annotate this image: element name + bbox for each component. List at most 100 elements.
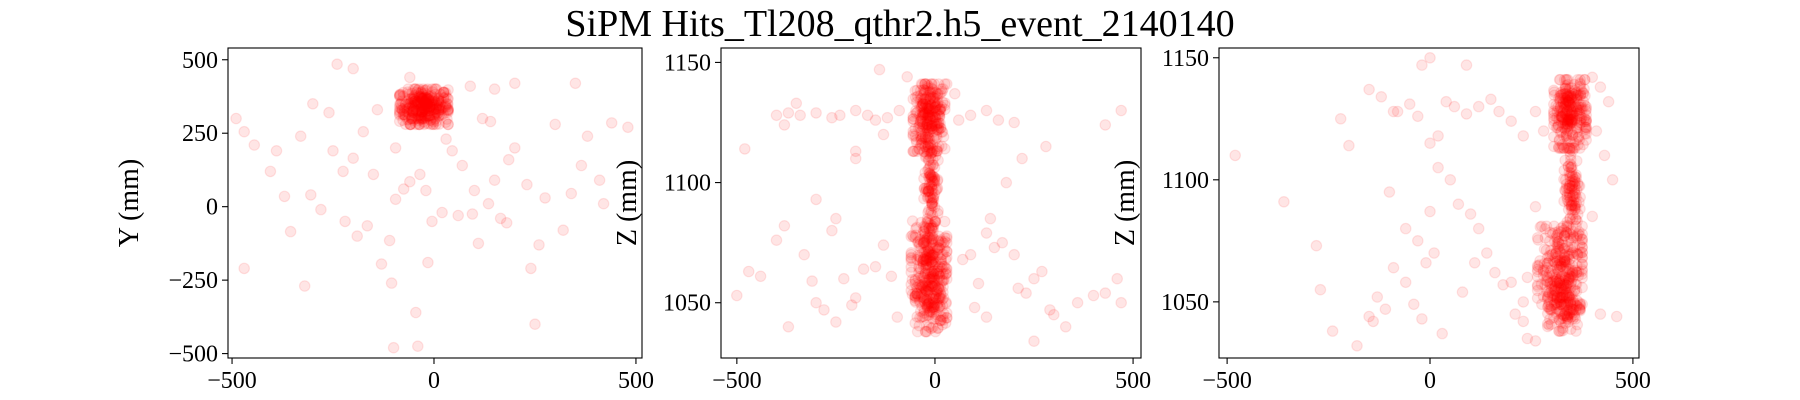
data-point (920, 232, 933, 245)
data-point (416, 108, 428, 120)
data-point (472, 237, 485, 250)
data-point (935, 256, 948, 268)
data-point (432, 93, 445, 105)
data-point (1412, 110, 1424, 123)
data-point (1059, 320, 1072, 333)
data-point (907, 145, 919, 158)
data-point (922, 140, 934, 153)
data-point (917, 237, 930, 250)
data-point (1036, 265, 1048, 278)
data-point (1594, 308, 1607, 320)
data-point (921, 115, 934, 127)
x-tick-label: 0 (1424, 368, 1436, 394)
data-point (926, 144, 939, 156)
data-point (928, 265, 940, 277)
data-point (912, 143, 925, 155)
data-point (441, 97, 454, 110)
data-point (430, 118, 442, 131)
data-point (927, 91, 939, 104)
data-point (422, 109, 435, 122)
y-tick-label: 1050 (1161, 290, 1209, 316)
data-point (423, 94, 435, 106)
data-point (931, 144, 943, 157)
data-point (415, 106, 428, 118)
data-point (565, 187, 578, 200)
data-point (1572, 131, 1585, 143)
y-axis-label-xz: Z (mm) (612, 160, 643, 246)
data-point (403, 98, 416, 110)
data-point (926, 306, 939, 318)
data-point (922, 101, 934, 113)
data-point (508, 77, 521, 90)
data-point (921, 252, 934, 264)
data-point (928, 300, 940, 313)
data-point (1115, 104, 1127, 117)
data-point (393, 98, 406, 111)
data-point (416, 88, 429, 100)
data-point (412, 109, 425, 122)
data-point (927, 273, 940, 285)
data-point (439, 99, 452, 112)
data-point (926, 271, 939, 284)
data-point (1460, 59, 1473, 71)
data-point (1566, 145, 1579, 157)
data-point (926, 170, 939, 182)
data-point (404, 118, 416, 131)
data-point (927, 133, 940, 145)
data-point (431, 102, 443, 115)
data-point (1517, 296, 1530, 308)
data-point (924, 228, 936, 241)
data-point (928, 290, 940, 303)
data-point (905, 247, 917, 259)
data-point (921, 296, 934, 308)
data-point (1428, 247, 1440, 259)
data-point (930, 118, 943, 130)
data-point (425, 103, 437, 116)
data-point (923, 133, 936, 145)
data-point (918, 145, 930, 158)
data-point (927, 112, 939, 124)
data-point (922, 132, 935, 145)
data-point (407, 106, 419, 119)
data-point (922, 280, 934, 293)
data-point (1602, 95, 1615, 108)
data-point (927, 301, 940, 313)
data-point (916, 256, 929, 268)
data-point (926, 255, 939, 268)
data-point (927, 103, 939, 115)
data-point (931, 92, 943, 104)
data-point (923, 162, 935, 174)
data-point (910, 134, 922, 146)
data-point (419, 111, 432, 124)
data-point (923, 246, 936, 258)
data-point (917, 253, 929, 265)
data-point (424, 114, 437, 127)
data-point (408, 95, 420, 108)
data-point (420, 100, 432, 113)
data-point (1517, 130, 1530, 142)
data-point (919, 277, 931, 289)
data-point (393, 88, 406, 101)
data-point (919, 85, 932, 97)
data-point (913, 250, 925, 263)
data-point (417, 92, 430, 105)
data-point (934, 281, 947, 293)
data-point (367, 168, 380, 181)
data-point (905, 230, 917, 243)
data-point (405, 105, 417, 117)
data-point (928, 118, 941, 131)
data-point (909, 85, 921, 97)
data-point (414, 98, 426, 110)
data-point (921, 325, 933, 338)
data-point (934, 117, 946, 129)
data-point (916, 247, 929, 259)
data-point (1432, 130, 1444, 142)
data-point (922, 109, 935, 122)
data-point (1598, 149, 1611, 162)
data-point (1371, 291, 1384, 303)
data-point (575, 159, 588, 172)
data-point (933, 230, 945, 243)
data-point (932, 96, 944, 109)
data-point (907, 93, 919, 105)
data-point (923, 290, 935, 303)
